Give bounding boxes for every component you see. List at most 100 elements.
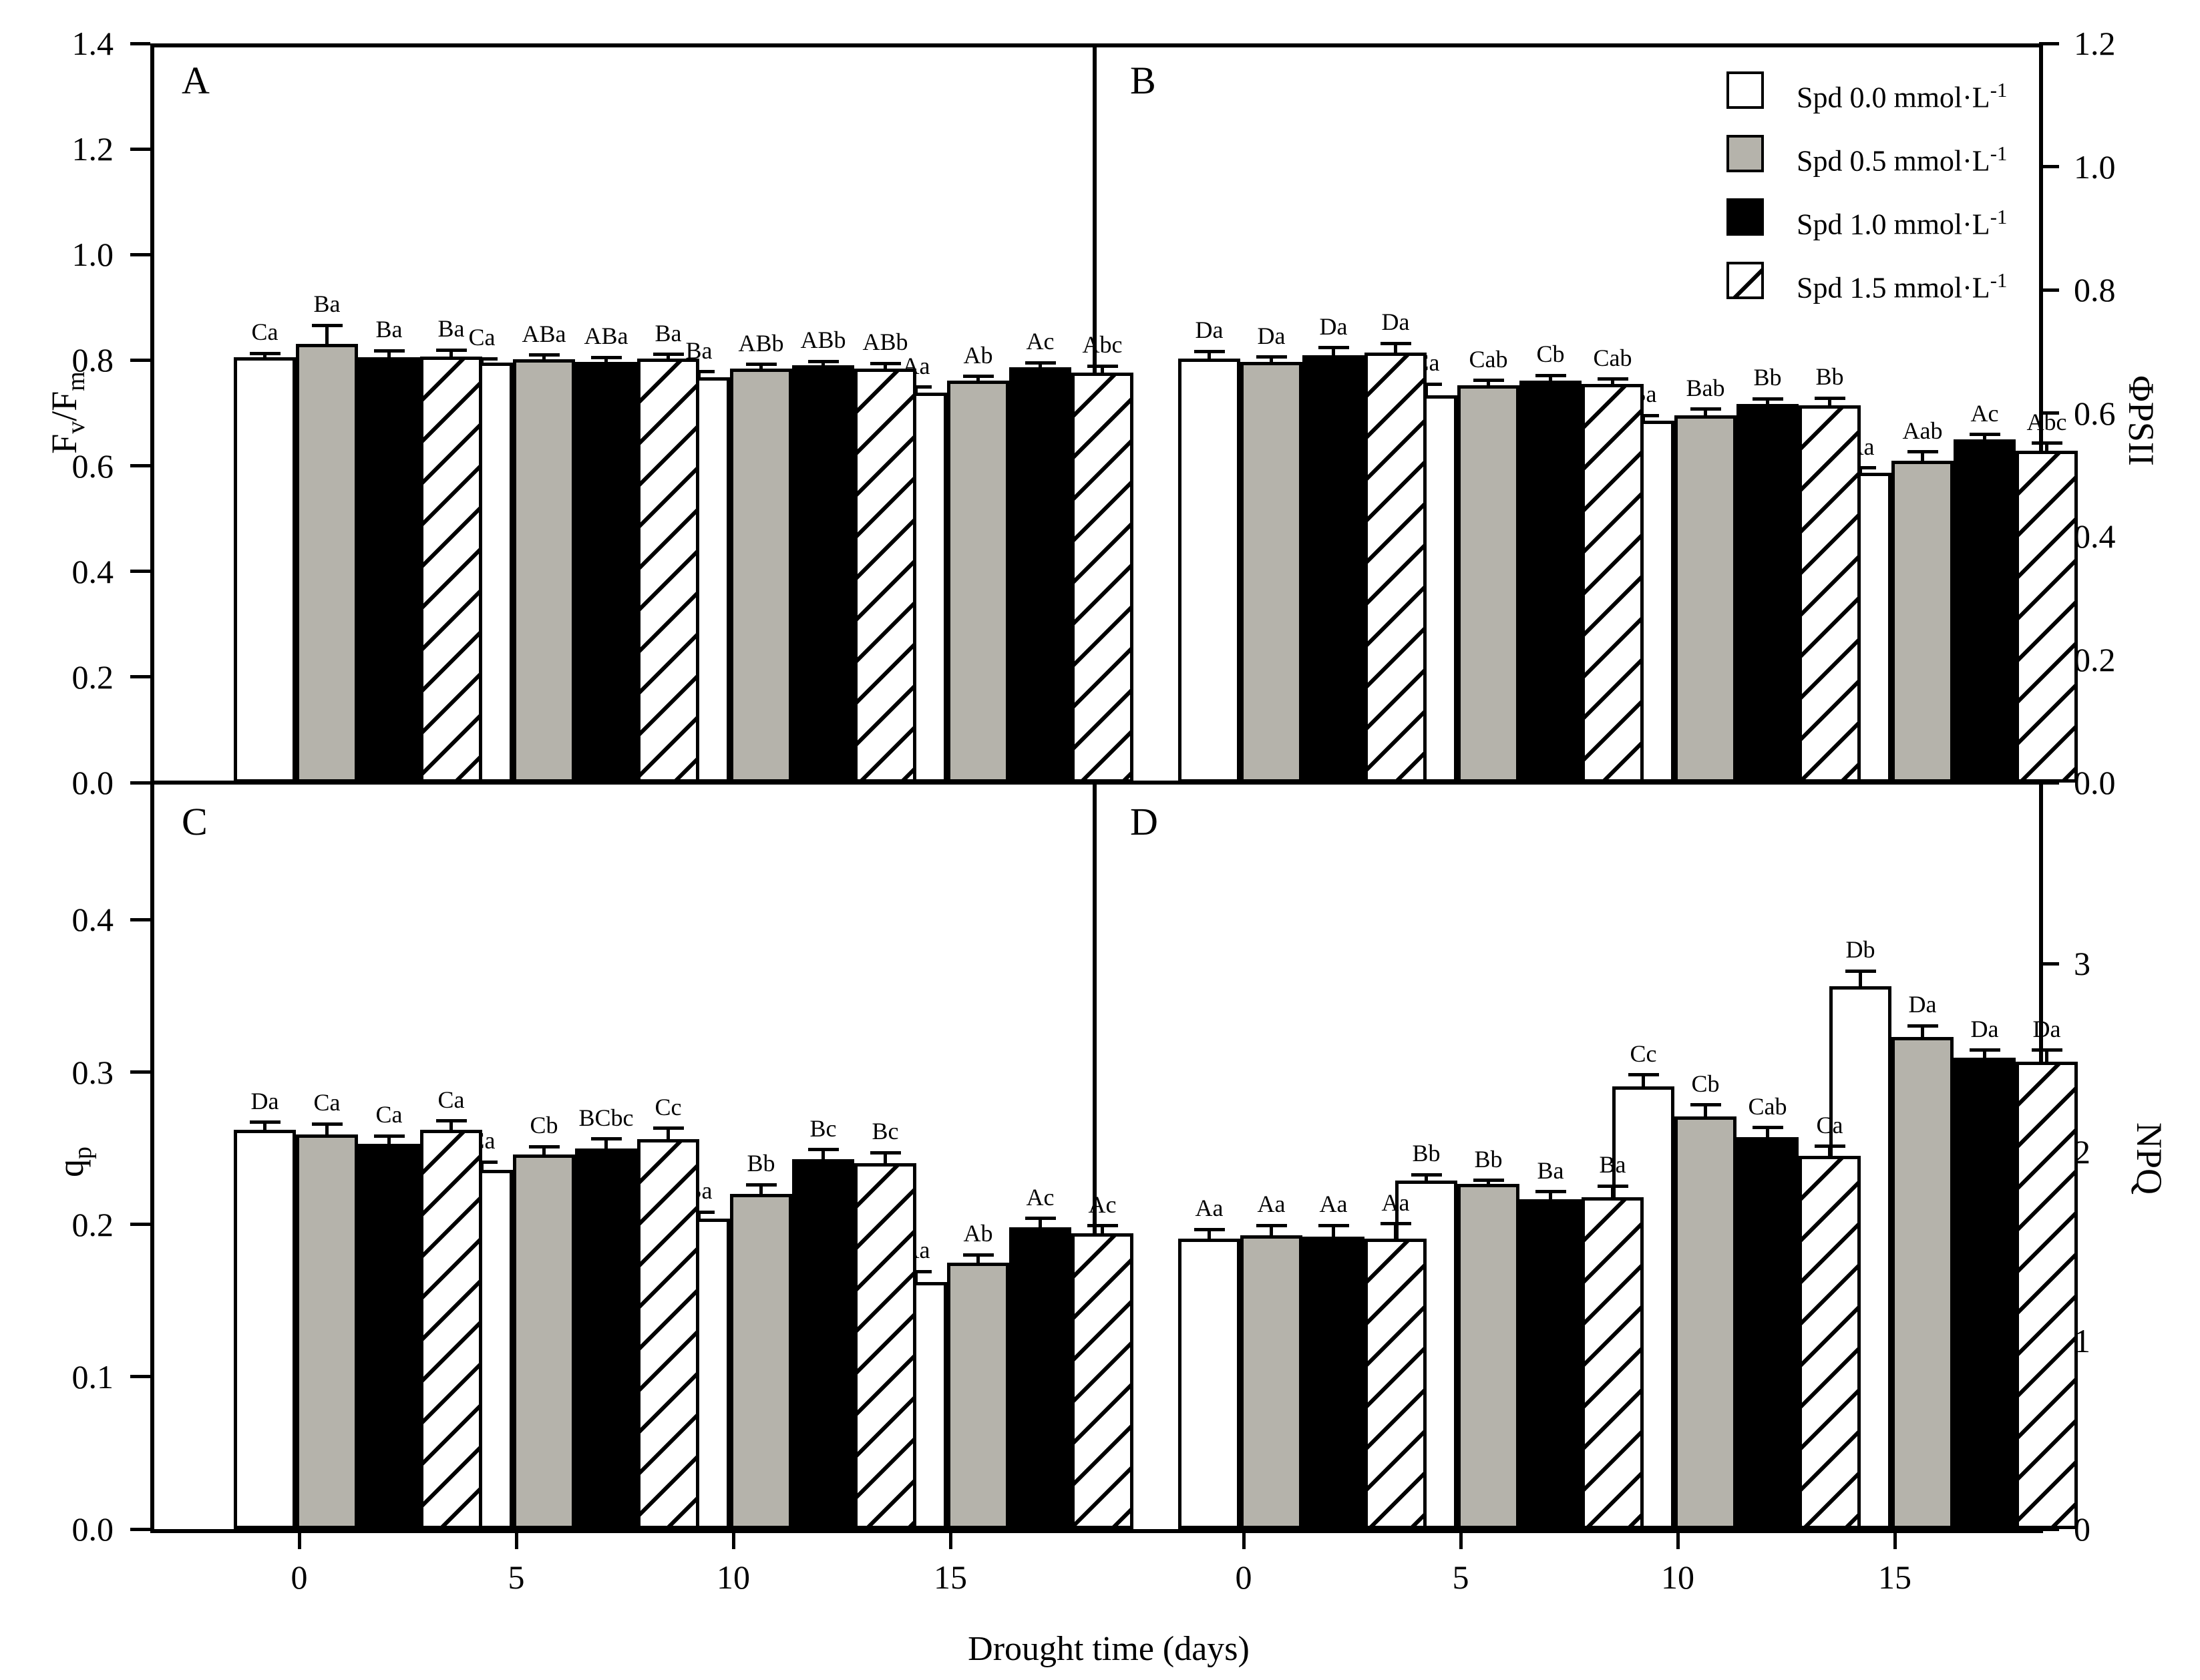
x-axis-title: Drought time (days): [968, 1630, 1250, 1668]
bar-black-day-10: [1736, 403, 1799, 783]
y-tick-label: 0.3: [71, 1053, 114, 1091]
sig-label: Ba: [655, 319, 682, 347]
x-tick: [948, 1529, 952, 1549]
error-bar-cap: [1969, 1048, 2000, 1052]
bar-gray-day-5: [1457, 1184, 1519, 1529]
bar-gray-day-0: [296, 343, 358, 783]
x-tick: [297, 1529, 301, 1549]
error-bar-cap: [1814, 396, 1845, 400]
error-bar: [1704, 409, 1707, 416]
panel-divider-horizontal: [150, 781, 2043, 785]
bar-gray-day-15: [1891, 461, 1954, 783]
sig-label: Ac: [1026, 1183, 1055, 1211]
error-bar-cap: [1380, 1222, 1411, 1226]
error-bar-cap: [1969, 433, 2000, 437]
y-tick: [130, 917, 150, 921]
error-bar: [449, 1120, 453, 1130]
error-bar: [1101, 366, 1104, 373]
sig-label: Ca: [375, 1101, 403, 1128]
sig-label: Abc: [2026, 408, 2067, 435]
error-bar-cap: [1318, 346, 1349, 350]
sig-label: Aa: [1381, 1189, 1410, 1216]
bar-black-day-0: [358, 357, 420, 783]
error-bar-cap: [1597, 1184, 1628, 1188]
error-bar-cap: [1473, 379, 1504, 383]
y-tick-label: 0.0: [71, 764, 114, 801]
sig-label: Ca: [1816, 1111, 1843, 1138]
sig-label: Cab: [1593, 344, 1632, 371]
error-bar-cap: [1194, 349, 1225, 353]
error-bar: [667, 354, 670, 359]
sig-label: ABa: [584, 323, 628, 350]
y-tick-label: 0: [2074, 1510, 2090, 1548]
y-tick-label: 0.4: [2074, 517, 2116, 555]
sig-label: Da: [250, 1087, 279, 1114]
sig-label: Da: [1195, 317, 1224, 344]
error-bar: [1611, 1186, 1614, 1198]
sig-label: Ba: [1599, 1151, 1626, 1179]
error-bar: [325, 325, 329, 344]
error-bar: [1983, 1050, 1986, 1058]
y-tick-label: 0.1: [71, 1357, 114, 1396]
error-bar-cap: [1025, 361, 1056, 365]
error-bar-cap: [1256, 355, 1287, 359]
bar-black-day-0: [1302, 355, 1364, 783]
x-tick: [1242, 1529, 1246, 1549]
bar-black-day-0: [358, 1143, 420, 1529]
sig-label: Ba: [1537, 1157, 1564, 1184]
error-bar-cap: [528, 353, 560, 357]
sig-label: ABb: [862, 329, 908, 356]
sig-label: Ba: [375, 316, 403, 343]
legend-swatch-white: [1726, 71, 1764, 109]
x-tick-label: 10: [1661, 1558, 1694, 1596]
error-bar: [1611, 379, 1614, 385]
error-bar: [821, 1149, 825, 1159]
error-bar: [884, 1152, 887, 1164]
bar-hatch-day-10: [1799, 1156, 1861, 1529]
error-bar-cap: [1628, 1073, 1659, 1077]
y-axis-title-qp: qp: [51, 1146, 97, 1177]
y-tick-label: 0.0: [2074, 764, 2116, 801]
x-tick: [1893, 1529, 1897, 1549]
error-bar-cap: [1087, 364, 1118, 368]
bar-hatch-day-0: [420, 1130, 482, 1529]
sig-label: Ca: [313, 1089, 341, 1116]
error-bar: [449, 350, 453, 357]
sig-label: Ca: [468, 324, 496, 351]
sig-label: Da: [1970, 1015, 1999, 1042]
sig-label: Ab: [963, 1220, 993, 1247]
error-bar-cap: [1814, 1144, 1845, 1148]
error-bar: [263, 353, 266, 358]
error-bar: [1039, 363, 1042, 367]
error-bar: [263, 1122, 266, 1130]
y-tick: [2039, 41, 2059, 45]
error-bar: [1394, 343, 1397, 353]
bar-hatch-day-5: [1582, 384, 1644, 783]
error-bar-cap: [1690, 407, 1721, 411]
y-tick: [2039, 781, 2059, 785]
sig-label: Abc: [1082, 331, 1123, 359]
y-tick: [130, 675, 150, 679]
sig-label: Aa: [1195, 1195, 1224, 1222]
y-axis-title-fvfm: Fv/Fm: [44, 371, 90, 454]
sig-label: Aa: [1257, 1191, 1286, 1218]
error-bar: [1766, 1127, 1769, 1137]
error-bar: [1766, 399, 1769, 404]
error-bar-cap: [653, 1126, 684, 1130]
panel-letter-a: A: [182, 59, 210, 102]
y-tick-label: 3: [2074, 945, 2090, 983]
sig-label: Cab: [1748, 1092, 1787, 1120]
x-tick-label: 5: [1452, 1558, 1469, 1596]
legend-label: Spd 1.0 mmol·L-1: [1797, 206, 2008, 241]
x-tick: [731, 1529, 735, 1549]
error-bar: [1549, 375, 1552, 381]
error-bar: [667, 1128, 670, 1139]
error-bar-cap: [1752, 397, 1783, 401]
sig-label: ABa: [522, 320, 566, 347]
y-tick-label: 0.4: [71, 901, 114, 939]
error-bar-cap: [373, 349, 405, 353]
legend-label: Spd 0.0 mmol·L-1: [1797, 79, 2008, 114]
x-tick-label: 10: [717, 1558, 750, 1596]
error-bar: [542, 1146, 546, 1154]
error-bar-cap: [653, 353, 684, 357]
